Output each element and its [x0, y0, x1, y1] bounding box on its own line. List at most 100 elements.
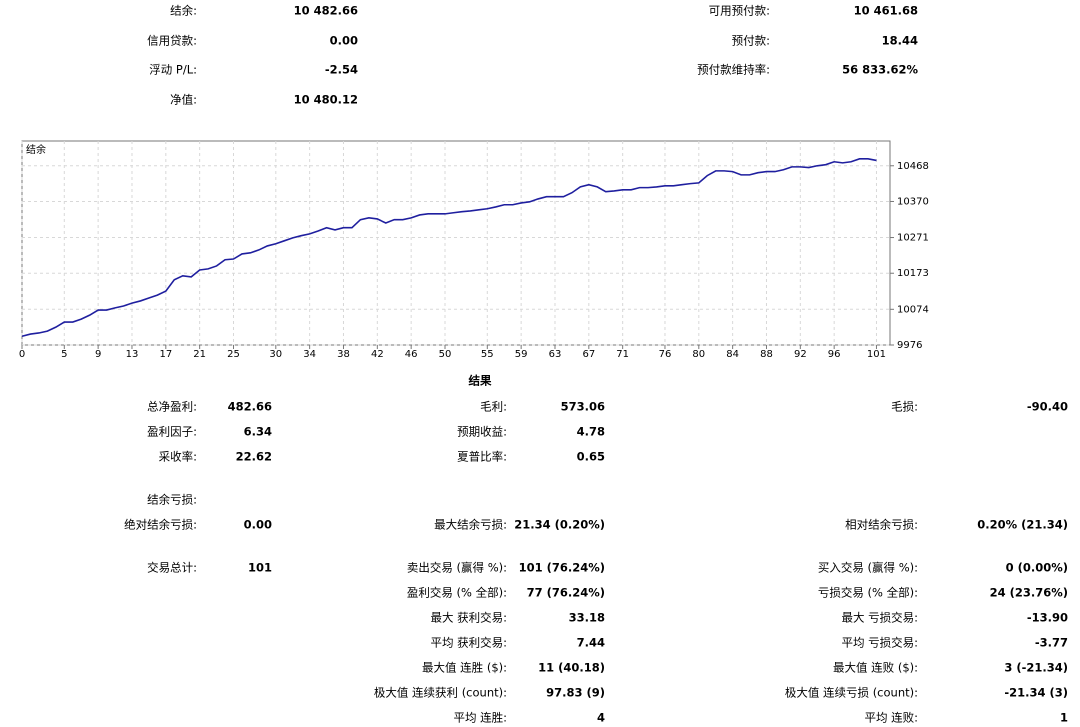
result-label: 最大结余亏损:	[434, 518, 507, 532]
result-value: -90.40	[1027, 400, 1068, 414]
x-tick-label: 38	[337, 349, 350, 360]
result-value: 482.66	[228, 400, 272, 414]
summary-value: 10 461.68	[854, 4, 918, 18]
result-label: 结余亏损:	[147, 493, 197, 507]
result-label: 绝对结余亏损:	[124, 518, 197, 532]
y-tick-label: 10074	[897, 304, 929, 315]
result-value: 573.06	[561, 400, 605, 414]
result-label: 买入交易 (赢得 %):	[818, 561, 918, 575]
x-tick-label: 88	[760, 349, 773, 360]
summary-value: 18.44	[882, 34, 918, 48]
result-label: 盈利交易 (% 全部):	[407, 586, 507, 600]
x-tick-label: 50	[439, 349, 452, 360]
result-value: 0.20% (21.34)	[977, 518, 1068, 532]
result-label: 采收率:	[159, 450, 197, 464]
result-value: 0.00	[244, 518, 272, 532]
result-value: 21.34 (0.20%)	[514, 518, 605, 532]
x-tick-label: 55	[481, 349, 494, 360]
x-tick-label: 17	[159, 349, 172, 360]
result-value: 101 (76.24%)	[519, 561, 605, 575]
result-value: 11 (40.18)	[538, 661, 605, 675]
result-value: 7.44	[577, 636, 605, 650]
result-value: 6.34	[244, 425, 272, 439]
x-tick-label: 96	[828, 349, 841, 360]
summary-value: -2.54	[325, 63, 358, 77]
summary-value: 10 480.12	[294, 93, 358, 107]
result-label: 最大值 连败 ($):	[833, 661, 918, 675]
x-tick-label: 5	[61, 349, 67, 360]
result-value: 97.83 (9)	[546, 686, 605, 700]
x-tick-label: 0	[19, 349, 25, 360]
result-label: 最大 亏损交易:	[841, 611, 918, 625]
y-tick-label: 9976	[897, 340, 922, 351]
chart-frame	[21, 140, 891, 346]
result-label: 交易总计:	[147, 561, 197, 575]
x-tick-label: 101	[867, 349, 886, 360]
result-value: 0 (0.00%)	[1006, 561, 1068, 575]
result-label: 平均 连败:	[864, 711, 918, 725]
result-label: 夏普比率:	[457, 450, 507, 464]
result-label: 总净盈利:	[147, 400, 197, 414]
summary-label: 信用贷款:	[147, 34, 197, 48]
result-label: 相对结余亏损:	[845, 518, 918, 532]
result-value: 3 (-21.34)	[1004, 661, 1068, 675]
result-label: 盈利因子:	[147, 425, 197, 439]
summary-label: 净值:	[170, 93, 197, 107]
result-label: 平均 亏损交易:	[841, 636, 918, 650]
summary-label: 预付款:	[732, 34, 770, 48]
result-value: 77 (76.24%)	[527, 586, 605, 600]
result-value: 101	[248, 561, 272, 575]
x-tick-label: 9	[95, 349, 101, 360]
result-label: 最大值 连胜 ($):	[422, 661, 507, 675]
result-label: 亏损交易 (% 全部):	[818, 586, 918, 600]
result-value: 4	[597, 711, 605, 725]
x-tick-label: 25	[227, 349, 240, 360]
x-tick-label: 76	[659, 349, 672, 360]
result-value: 33.18	[569, 611, 605, 625]
y-tick-label: 10173	[897, 268, 929, 279]
result-value: 0.65	[577, 450, 605, 464]
x-tick-label: 71	[616, 349, 629, 360]
summary-label: 结余:	[170, 4, 197, 18]
result-label: 毛损:	[891, 400, 918, 414]
result-value: -3.77	[1035, 636, 1068, 650]
y-tick-label: 10370	[897, 196, 929, 207]
y-tick-label: 10271	[897, 233, 929, 244]
result-label: 极大值 连续获利 (count):	[374, 686, 507, 700]
x-tick-label: 84	[726, 349, 739, 360]
x-tick-label: 34	[303, 349, 316, 360]
legend-label: 结余	[26, 143, 46, 156]
result-label: 最大 获利交易:	[430, 611, 507, 625]
x-tick-label: 46	[405, 349, 418, 360]
balance-line	[21, 158, 877, 338]
summary-value: 56 833.62%	[842, 63, 918, 77]
summary-label: 预付款维持率:	[697, 63, 770, 77]
result-label: 卖出交易 (赢得 %):	[407, 561, 507, 575]
x-tick-label: 92	[794, 349, 807, 360]
result-label: 平均 连胜:	[453, 711, 507, 725]
x-tick-label: 67	[582, 349, 595, 360]
result-label: 预期收益:	[457, 425, 507, 439]
result-value: 24 (23.76%)	[990, 586, 1068, 600]
summary-label: 可用预付款:	[709, 4, 770, 18]
results-title: 结果	[468, 374, 492, 388]
result-label: 极大值 连续亏损 (count):	[785, 686, 918, 700]
x-tick-label: 63	[549, 349, 562, 360]
x-tick-label: 21	[193, 349, 206, 360]
result-label: 毛利:	[480, 400, 507, 414]
summary-value: 0.00	[330, 34, 358, 48]
result-value: 22.62	[236, 450, 272, 464]
x-tick-label: 42	[371, 349, 384, 360]
result-value: 4.78	[577, 425, 605, 439]
x-tick-label: 13	[126, 349, 139, 360]
x-tick-label: 30	[269, 349, 282, 360]
summary-value: 10 482.66	[294, 4, 358, 18]
x-tick-label: 59	[515, 349, 528, 360]
result-value: -13.90	[1027, 611, 1068, 625]
x-tick-label: 80	[692, 349, 705, 360]
result-value: 1	[1060, 711, 1068, 725]
result-label: 平均 获利交易:	[430, 636, 507, 650]
summary-label: 浮动 P/L:	[149, 63, 197, 77]
result-value: -21.34 (3)	[1004, 686, 1068, 700]
